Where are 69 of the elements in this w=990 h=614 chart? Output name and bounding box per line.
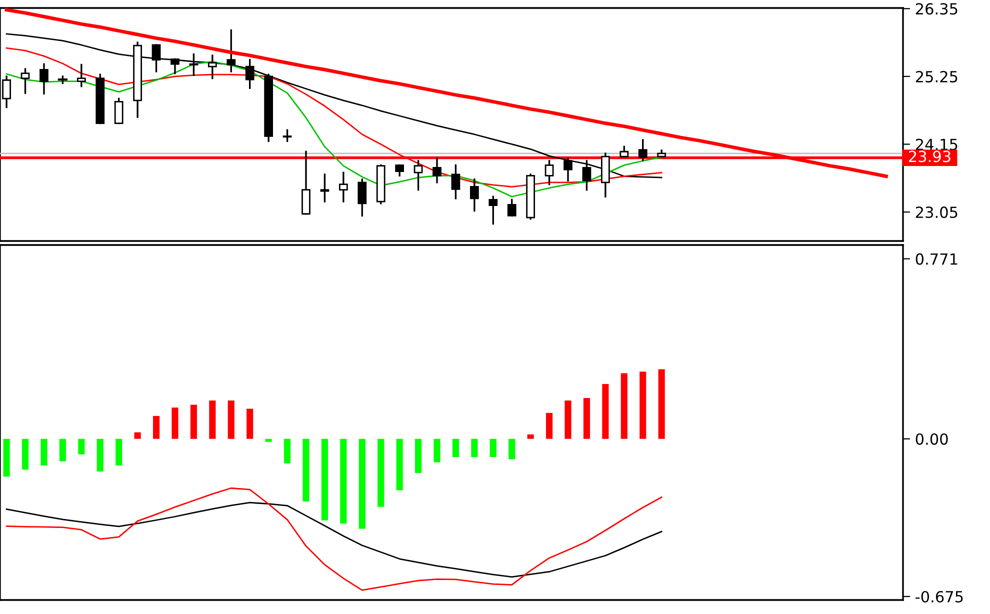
bar	[564, 400, 572, 439]
bar	[284, 438, 291, 464]
bar	[546, 412, 553, 439]
candlestick	[320, 174, 330, 202]
bar	[152, 416, 160, 439]
y-tick-label: -0.675	[916, 590, 963, 603]
candlestick	[40, 63, 48, 95]
bar	[265, 438, 272, 442]
candlestick	[638, 139, 648, 162]
bar	[228, 400, 234, 439]
y-tick-label: 24.15	[916, 138, 958, 150]
candlestick	[414, 160, 423, 191]
bar	[40, 438, 48, 466]
line-series	[6, 502, 662, 578]
ref-line-label: 23.93	[908, 150, 950, 162]
y-tick-label: 23.05	[916, 206, 958, 218]
bar	[452, 438, 459, 458]
bar	[358, 438, 366, 529]
candlestick	[114, 98, 124, 124]
line-series	[6, 487, 662, 591]
candlestick	[395, 164, 404, 176]
bar	[246, 408, 254, 439]
candlestick	[620, 146, 629, 158]
candlestick	[544, 160, 554, 186]
bar	[415, 438, 422, 473]
candlestick	[488, 196, 498, 225]
candlestick	[245, 58, 254, 89]
bar	[658, 369, 665, 439]
candlestick	[432, 158, 442, 184]
bar	[134, 432, 141, 439]
bar	[490, 438, 496, 458]
bar	[22, 438, 29, 470]
bar	[172, 408, 178, 439]
bar	[3, 438, 10, 477]
candlestick	[20, 68, 30, 94]
bar	[190, 404, 197, 439]
candlestick	[208, 54, 217, 80]
candlestick	[507, 198, 516, 217]
candlestick	[470, 178, 479, 212]
y-tick-label: 0.771	[916, 253, 958, 265]
bar	[78, 438, 85, 454]
candlestick	[282, 129, 292, 142]
bar	[378, 438, 384, 507]
bar	[302, 438, 310, 502]
bar	[396, 438, 403, 490]
bar	[620, 373, 628, 439]
bar	[508, 438, 516, 460]
bar	[340, 438, 347, 524]
y-tick-label: 26.35	[916, 3, 958, 15]
y-tick-label: 25.25	[916, 70, 958, 82]
bar	[602, 384, 609, 439]
candlestick	[76, 64, 86, 88]
bar	[321, 438, 328, 520]
bar	[59, 438, 66, 462]
candlestick	[338, 172, 348, 202]
bar	[640, 372, 646, 439]
bar	[527, 434, 534, 439]
candlestick	[358, 178, 367, 217]
bar	[116, 438, 122, 466]
candlestick	[170, 58, 180, 74]
candlestick	[451, 164, 460, 200]
candlestick	[189, 53, 198, 76]
bar	[209, 400, 216, 439]
bar	[583, 398, 590, 439]
candlestick	[152, 44, 161, 72]
bar	[471, 438, 478, 458]
bar	[96, 438, 104, 472]
y-tick-label: 0.00	[916, 433, 948, 445]
bar	[434, 438, 440, 462]
